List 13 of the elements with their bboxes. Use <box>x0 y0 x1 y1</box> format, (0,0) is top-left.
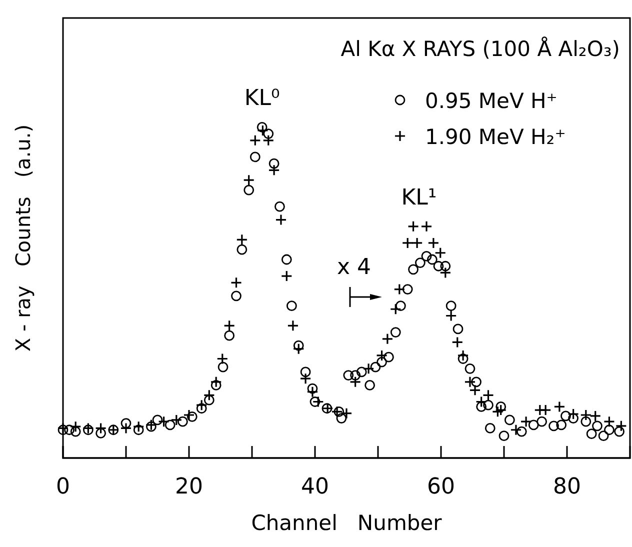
x-tick-label: 40 <box>301 474 329 500</box>
x-tick-label: 60 <box>427 474 455 500</box>
x-axis-title: Channel Number <box>251 511 442 535</box>
legend-label: 1.90 MeV H₂⁺ <box>425 125 566 149</box>
annotation: KL⁰ <box>244 86 280 112</box>
y-axis-title: X - ray Counts (a.u.) <box>11 124 35 352</box>
annotation: KL¹ <box>401 185 437 210</box>
legend-label: 0.95 MeV H⁺ <box>425 89 558 113</box>
x-tick-label: 20 <box>175 474 203 500</box>
x-tick-label: 80 <box>553 474 581 500</box>
annotation: x 4 <box>337 255 372 280</box>
chart-title: Al Kα X RAYS (100 Å Al₂O₃) <box>340 36 620 61</box>
x-tick-label: 0 <box>56 474 70 500</box>
